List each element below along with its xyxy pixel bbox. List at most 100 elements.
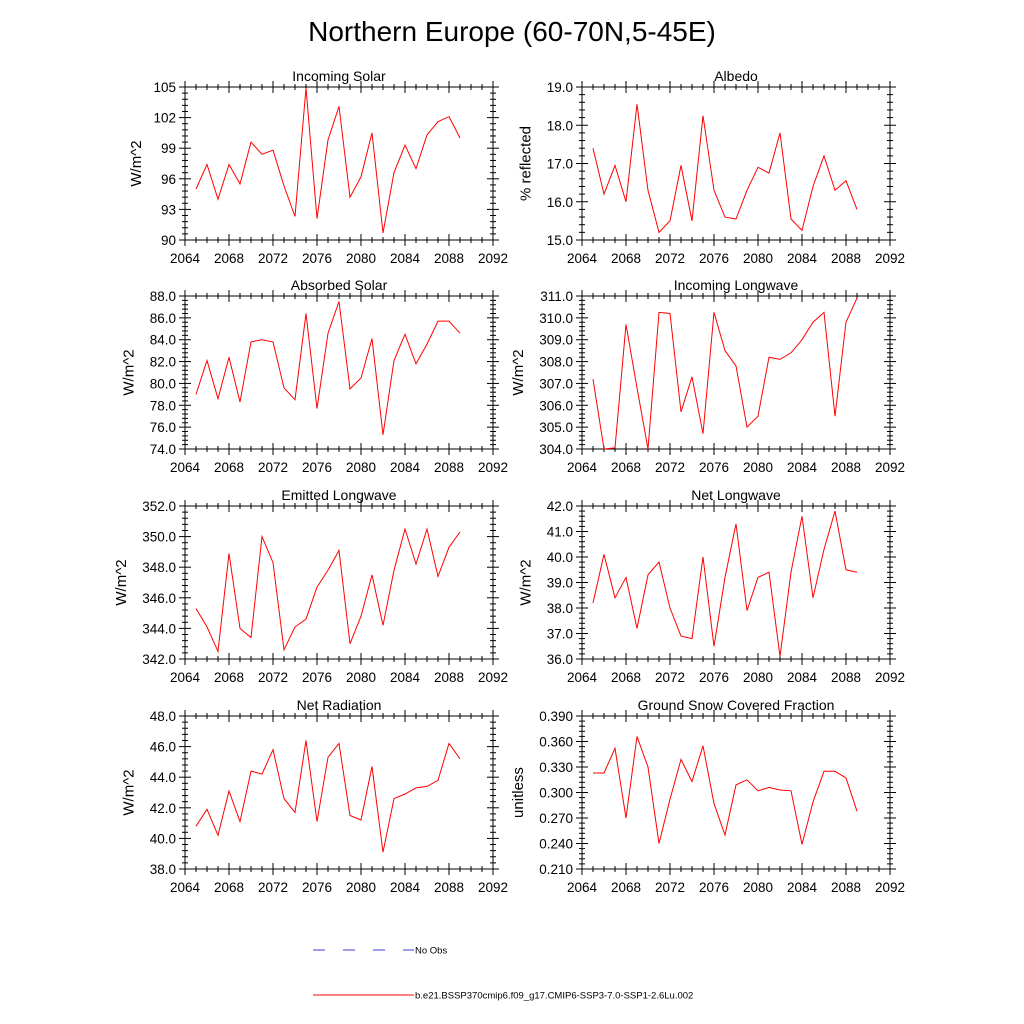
x-tick-label: 2064	[170, 460, 201, 475]
x-tick-label: 2064	[170, 251, 201, 266]
chart-panel-7: Net Radiation 2064 2068 2072 2076 2080 2084 208…	[121, 697, 508, 895]
x-tick-label: 2088	[434, 880, 464, 895]
y-tick-label: 44.0	[150, 770, 176, 785]
x-tick-label: 2068	[214, 251, 244, 266]
y-tick-label: 342.0	[142, 652, 176, 667]
y-tick-label: 80.0	[150, 376, 176, 391]
x-tick-label: 2084	[390, 460, 421, 475]
x-tick-label: 2076	[699, 460, 729, 475]
y-tick-label: 39.0	[547, 576, 573, 591]
x-tick-label: 2080	[743, 880, 773, 895]
x-tick-label: 2088	[434, 460, 464, 475]
chart-panel-6: Net Longwave 2064 2068 2072 2076 2080 2084 2088…	[518, 487, 905, 685]
y-tick-label: 38.0	[547, 601, 573, 616]
x-tick-label: 2076	[699, 880, 729, 895]
x-tick-label: 2076	[302, 880, 332, 895]
series-line	[195, 301, 461, 435]
x-tick-label: 2068	[611, 880, 641, 895]
x-tick-label: 2088	[434, 670, 464, 685]
y-tick-label: 46.0	[150, 740, 176, 755]
y-tick-label: 36.0	[547, 652, 573, 667]
y-tick-label: 42.0	[547, 499, 573, 514]
x-tick-label: 2080	[743, 251, 773, 266]
plot-frame	[581, 295, 891, 450]
x-tick-label: 2080	[346, 460, 376, 475]
chart-panel-8: Ground Snow Covered Fraction 2064 2068 2072…	[510, 697, 905, 895]
y-tick-label: 310.0	[539, 311, 573, 326]
chart-panel-1: Incoming Solar 2064 2068 2072 2076 2080 2084 20…	[128, 68, 508, 266]
x-tick-label: 2092	[875, 670, 905, 685]
plot-frame	[581, 86, 891, 241]
x-tick-label: 2092	[478, 880, 508, 895]
x-tick-label: 2080	[346, 670, 376, 685]
y-axis-label: % reflected	[518, 126, 535, 201]
x-tick-label: 2084	[787, 460, 818, 475]
y-tick-label: 0.390	[539, 709, 573, 724]
chart-panel-4: Incoming Longwave 2064 2068 2072 2076 2080 208…	[510, 277, 905, 475]
y-tick-label: 348.0	[142, 560, 176, 575]
y-tick-label: 304.0	[539, 442, 573, 457]
x-tick-label: 2064	[567, 460, 598, 475]
legend-entry-1: No Obs	[313, 946, 447, 957]
y-axis-label: W/m^2	[113, 559, 130, 605]
x-tick-label: 2076	[302, 670, 332, 685]
y-axis-label: unitless	[510, 767, 527, 818]
y-tick-label: 102	[153, 111, 176, 126]
y-tick-label: 344.0	[142, 621, 176, 636]
x-tick-label: 2084	[787, 670, 818, 685]
x-tick-label: 2080	[743, 670, 773, 685]
x-tick-label: 2080	[743, 460, 773, 475]
x-tick-label: 2068	[611, 460, 641, 475]
y-tick-label: 40.0	[547, 550, 573, 565]
y-tick-label: 305.0	[539, 420, 573, 435]
y-tick-label: 16.0	[547, 195, 573, 210]
y-tick-label: 42.0	[150, 801, 176, 816]
legend-label: b.e21.BSSP370cmip6.f09_g17.CMIP6-SSP3-7.…	[415, 991, 693, 1002]
y-tick-label: 99	[161, 141, 176, 156]
y-tick-label: 88.0	[150, 289, 176, 304]
x-tick-label: 2068	[214, 670, 244, 685]
x-tick-label: 2068	[214, 880, 244, 895]
x-tick-label: 2064	[567, 251, 598, 266]
panel-title: Ground Snow Covered Fraction	[638, 697, 835, 713]
legend-entry-2: b.e21.BSSP370cmip6.f09_g17.CMIP6-SSP3-7.…	[313, 991, 693, 1002]
x-tick-label: 2080	[346, 880, 376, 895]
x-tick-label: 2084	[390, 251, 421, 266]
y-tick-label: 0.270	[539, 811, 573, 826]
x-tick-label: 2076	[302, 460, 332, 475]
x-tick-label: 2076	[699, 670, 729, 685]
x-tick-label: 2064	[170, 880, 201, 895]
series-line	[593, 736, 858, 845]
y-axis-label: W/m^2	[121, 769, 138, 815]
x-tick-label: 2076	[699, 251, 729, 266]
chart-panel-5: Emitted Longwave 2064 2068 2072 2076 2080 2084…	[113, 487, 508, 685]
y-tick-label: 307.0	[539, 376, 573, 391]
x-tick-label: 2088	[831, 670, 861, 685]
y-tick-label: 17.0	[547, 157, 573, 172]
y-tick-label: 86.0	[150, 311, 176, 326]
y-tick-label: 96	[161, 172, 176, 187]
y-tick-label: 38.0	[150, 862, 176, 877]
y-tick-label: 37.0	[547, 627, 573, 642]
x-tick-label: 2064	[567, 880, 598, 895]
x-tick-label: 2084	[787, 251, 818, 266]
panels: Incoming Solar 2064 2068 2072 2076 2080 2084 20…	[113, 68, 905, 895]
y-tick-label: 0.330	[539, 760, 573, 775]
y-tick-label: 78.0	[150, 398, 176, 413]
x-tick-label: 2068	[611, 251, 641, 266]
chart-panel-3: Absorbed Solar 2064 2068 2072 2076 2080 2084 20…	[121, 277, 508, 475]
chart-panel-2: Albedo 2064 2068 2072 2076 2080 2084 2088 2092 15…	[518, 68, 905, 266]
series-line	[592, 510, 858, 657]
panel-title: Net Longwave	[691, 487, 781, 503]
x-tick-label: 2072	[655, 670, 685, 685]
x-tick-label: 2072	[655, 460, 685, 475]
y-tick-label: 309.0	[539, 333, 573, 348]
x-tick-label: 2072	[258, 460, 288, 475]
legend: No Obs b.e21.BSSP370cmip6.f09_g17.CMIP6-S…	[313, 946, 693, 1002]
x-tick-label: 2076	[302, 251, 332, 266]
y-tick-label: 74.0	[150, 442, 176, 457]
y-tick-label: 346.0	[142, 591, 176, 606]
x-tick-label: 2084	[390, 880, 421, 895]
x-tick-label: 2092	[875, 251, 905, 266]
